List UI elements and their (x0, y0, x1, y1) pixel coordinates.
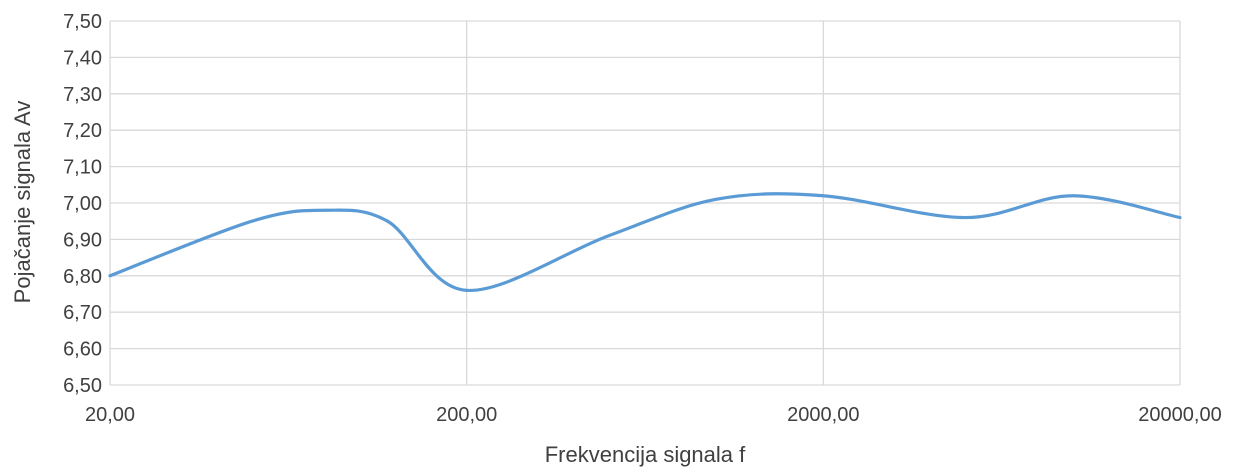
y-tick-label: 6,50 (63, 375, 102, 397)
grid (109, 20, 1181, 386)
y-tick-label: 6,80 (63, 266, 102, 288)
y-tick-label: 7,00 (63, 193, 102, 215)
y-tick-label: 7,50 (63, 11, 102, 33)
x-axis-title: Frekvencija signala f (545, 442, 746, 467)
x-tick-label: 200,00 (436, 404, 497, 426)
series-line (108, 192, 1182, 292)
y-tick-label: 7,10 (63, 157, 102, 179)
y-tick-label: 6,70 (63, 302, 102, 324)
y-axis-ticks: 6,50 6,60 6,70 6,80 6,90 7,00 7,10 7,20 7,30 7,40… (63, 11, 102, 397)
y-tick-label: 6,60 (63, 339, 102, 361)
y-tick-label: 7,30 (63, 84, 102, 106)
x-tick-label: 2000,00 (787, 404, 859, 426)
y-axis-title: Pojačanje signala Av (10, 101, 35, 304)
x-axis-ticks: 20,00 200,00 2000,00 20000,00 (85, 404, 1222, 426)
y-tick-label: 7,40 (63, 47, 102, 69)
x-tick-label: 20,00 (85, 404, 135, 426)
y-tick-label: 6,90 (63, 229, 102, 251)
y-tick-label: 7,20 (63, 120, 102, 142)
x-tick-label: 20000,00 (1138, 404, 1221, 426)
series-layer (108, 192, 1182, 292)
